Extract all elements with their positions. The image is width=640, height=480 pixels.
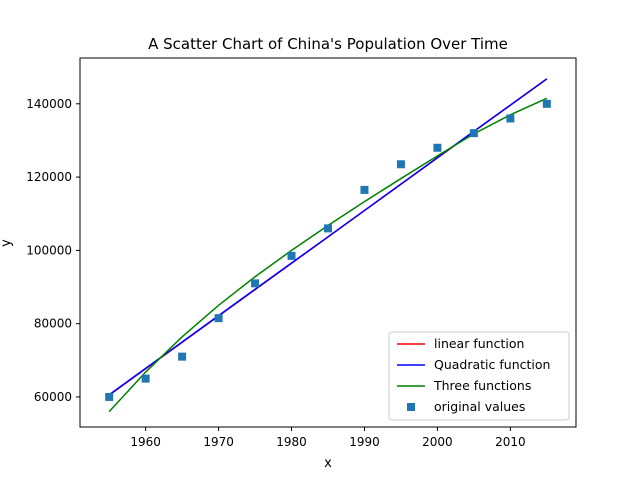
data-point [360,185,369,194]
y-tick-label: 100000 [26,243,72,257]
data-point [506,114,515,123]
data-points [105,99,551,401]
data-point [251,279,260,288]
x-axis-ticks: 1960 1970 1980 1990 2000 2010 [130,427,526,449]
x-tick-label: 2010 [495,435,526,449]
data-point [214,314,223,323]
legend-label: linear function [434,336,524,351]
data-point [469,129,478,138]
x-tick-label: 1960 [130,435,161,449]
data-point [542,99,551,108]
data-point [396,160,405,169]
x-axis-label: x [324,456,332,471]
y-axis-label: y [0,239,14,247]
x-tick-label: 2000 [422,435,453,449]
y-tick-label: 80000 [34,317,72,331]
legend: linear function Quadratic function Three f… [388,331,570,421]
y-tick-label: 140000 [26,97,72,111]
data-point [141,374,150,383]
legend-label: original values [434,399,525,414]
legend-box [388,331,570,421]
legend-label: Quadratic function [434,357,550,372]
legend-swatch [407,403,415,411]
x-tick-label: 1990 [349,435,380,449]
data-point [105,392,114,401]
y-axis-ticks: 60000 80000 100000 120000 140000 [26,97,80,404]
data-point [287,251,296,260]
data-point [433,143,442,152]
legend-label: Three functions [433,378,531,393]
x-tick-label: 1970 [203,435,234,449]
x-tick-label: 1980 [276,435,307,449]
chart-title: A Scatter Chart of China's Population Ov… [148,35,508,53]
y-tick-label: 60000 [34,390,72,404]
data-point [324,224,332,233]
y-tick-label: 120000 [26,170,72,184]
data-point [178,352,187,361]
